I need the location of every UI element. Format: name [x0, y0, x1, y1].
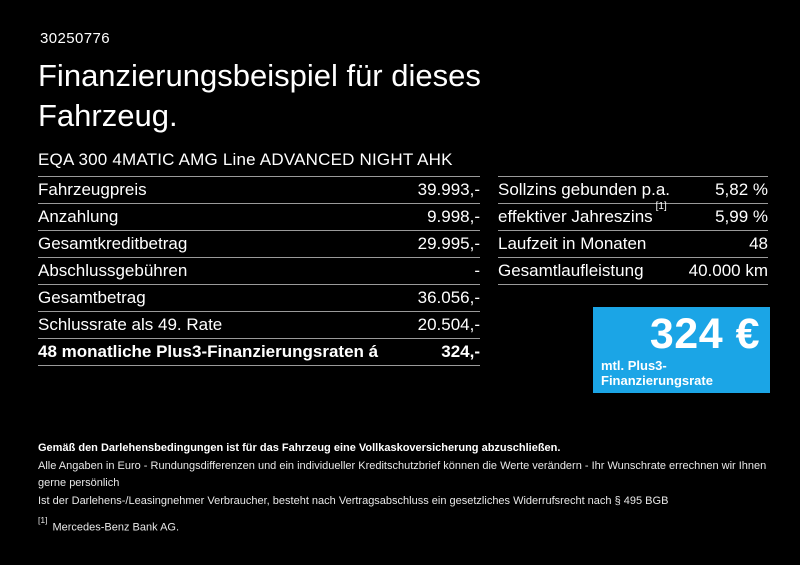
monthly-rate-box: 324 € mtl. Plus3-Finanzierungsrate	[593, 307, 770, 393]
table-row: Fahrzeugpreis 39.993,-	[38, 177, 480, 204]
table-row: effektiver Jahreszins[1] 5,99 %	[498, 201, 768, 231]
row-label: Sollzins gebunden p.a.	[498, 180, 671, 199]
row-value: 5,99 %	[715, 207, 768, 226]
vehicle-model-heading: EQA 300 4MATIC AMG Line ADVANCED NIGHT A…	[38, 150, 453, 169]
footnote-text: Mercedes-Benz Bank AG.	[52, 521, 180, 534]
row-value: 48	[749, 234, 768, 253]
footnote-marker: [1]	[38, 515, 48, 525]
row-label: Gesamtkreditbetrag	[38, 234, 188, 253]
table-row: Schlussrate als 49. Rate 20.504,-	[38, 312, 480, 339]
row-label: Gesamtlaufleistung	[498, 261, 644, 280]
page-title: Finanzierungsbeispiel für dieses Fahrzeu…	[38, 58, 481, 133]
row-value: 324,-	[441, 342, 480, 361]
row-label: effektiver Jahreszins[1]	[498, 201, 667, 226]
row-label: Schlussrate als 49. Rate	[38, 315, 223, 334]
table-row: Anzahlung 9.998,-	[38, 204, 480, 231]
conditions-table: Sollzins gebunden p.a. 5,82 % effektiver…	[498, 176, 768, 285]
disclaimer-euro-line: Alle Angaben in Euro - Rundungsdifferenz…	[38, 459, 767, 490]
disclaimer-widerruf-line: Ist der Darlehens-/Leasingnehmer Verbrau…	[38, 494, 669, 507]
doc-number: 30250776	[40, 30, 110, 47]
table-row: Abschlussgebühren -	[38, 258, 480, 285]
row-label: Laufzeit in Monaten	[498, 234, 647, 253]
footnote-line: [1] Mercedes-Benz Bank AG.	[38, 515, 773, 537]
footnote-marker: [1]	[655, 201, 667, 213]
row-label: Fahrzeugpreis	[38, 180, 147, 199]
row-label: Gesamtbetrag	[38, 288, 146, 307]
row-label: Anzahlung	[38, 207, 119, 226]
footer-disclaimer: Gemäß den Darlehensbedingungen ist für d…	[38, 440, 773, 537]
table-row: Gesamtbetrag 36.056,-	[38, 285, 480, 312]
table-row: Gesamtkreditbetrag 29.995,-	[38, 231, 480, 258]
row-value: -	[474, 261, 480, 280]
table-row: Gesamtlaufleistung 40.000 km	[498, 258, 768, 285]
row-value: 5,82 %	[715, 180, 768, 199]
row-label: 48 monatliche Plus3-Finanzierungsraten á	[38, 342, 379, 361]
rate-caption: mtl. Plus3-Finanzierungsrate	[601, 358, 713, 389]
row-value: 20.504,-	[417, 315, 480, 334]
row-value: 40.000 km	[688, 261, 768, 280]
row-value: 39.993,-	[417, 180, 480, 199]
rate-amount: 324 €	[649, 310, 760, 358]
table-row-monthly-rate: 48 monatliche Plus3-Finanzierungsraten á…	[38, 339, 480, 366]
row-value: 36.056,-	[417, 288, 480, 307]
table-row: Sollzins gebunden p.a. 5,82 %	[498, 177, 768, 204]
table-row: Laufzeit in Monaten 48	[498, 231, 768, 258]
row-value: 9.998,-	[427, 207, 480, 226]
disclaimer-insurance-line: Gemäß den Darlehensbedingungen ist für d…	[38, 442, 561, 454]
row-value: 29.995,-	[417, 234, 480, 253]
row-label: Abschlussgebühren	[38, 261, 188, 280]
financing-table: Fahrzeugpreis 39.993,- Anzahlung 9.998,-…	[38, 176, 480, 366]
